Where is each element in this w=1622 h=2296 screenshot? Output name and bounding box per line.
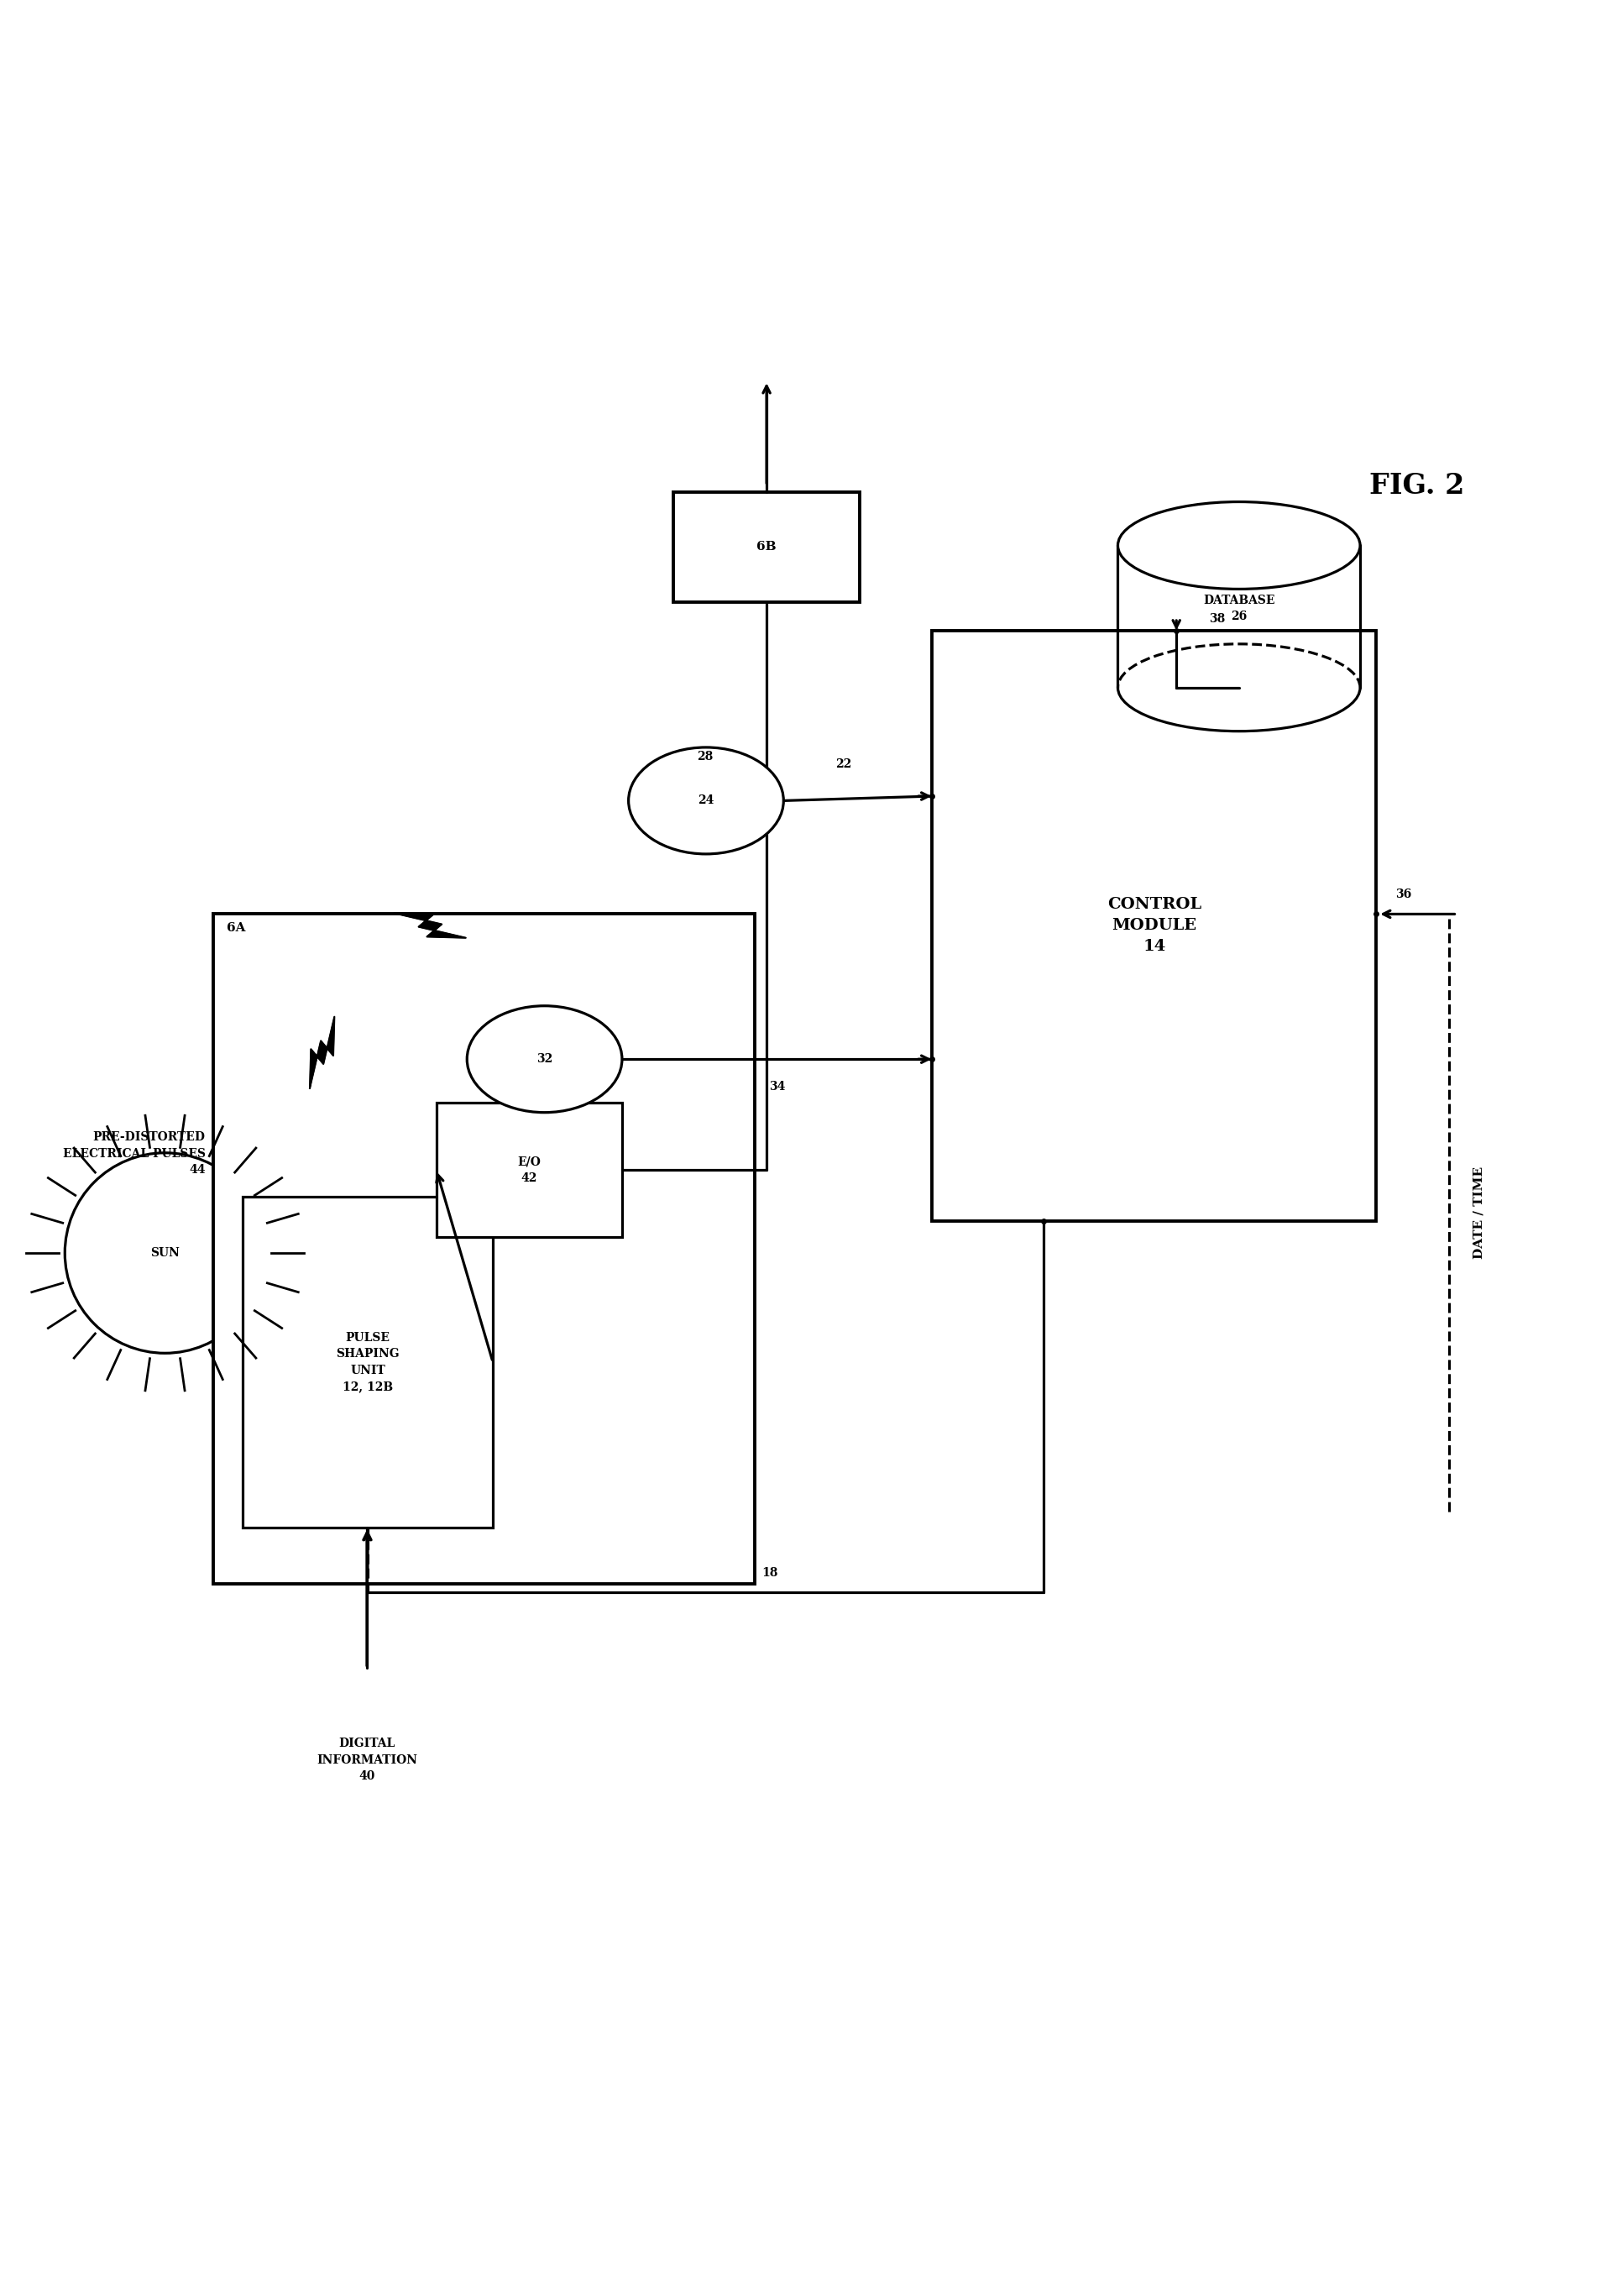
Text: 6B: 6B bbox=[757, 542, 777, 553]
Text: 28: 28 bbox=[697, 751, 714, 762]
Text: 36: 36 bbox=[1395, 889, 1411, 900]
Bar bbox=[933, 631, 1375, 1221]
Text: 24: 24 bbox=[697, 794, 714, 806]
Bar bbox=[673, 491, 860, 602]
Text: CONTROL
MODULE
14: CONTROL MODULE 14 bbox=[1108, 898, 1202, 955]
Text: DATE / TIME: DATE / TIME bbox=[1473, 1166, 1484, 1258]
Bar bbox=[243, 1196, 493, 1527]
Ellipse shape bbox=[1118, 503, 1361, 590]
Polygon shape bbox=[394, 914, 466, 937]
Text: 22: 22 bbox=[835, 758, 852, 769]
Bar bbox=[1118, 546, 1361, 687]
Text: SUN: SUN bbox=[151, 1247, 180, 1258]
Text: PRE-DISTORTED
ELECTRICAL PULSES
44: PRE-DISTORTED ELECTRICAL PULSES 44 bbox=[63, 1132, 206, 1176]
Bar bbox=[436, 1102, 623, 1238]
Text: DATABASE
26: DATABASE 26 bbox=[1204, 595, 1275, 622]
Circle shape bbox=[65, 1153, 264, 1352]
Text: 18: 18 bbox=[762, 1566, 779, 1580]
Ellipse shape bbox=[467, 1006, 623, 1114]
Text: 32: 32 bbox=[537, 1054, 553, 1065]
Text: DIGITAL
INFORMATION
40: DIGITAL INFORMATION 40 bbox=[316, 1738, 417, 1782]
Polygon shape bbox=[310, 1017, 334, 1088]
Text: 34: 34 bbox=[769, 1081, 785, 1093]
Bar bbox=[214, 914, 754, 1584]
Ellipse shape bbox=[628, 748, 783, 854]
Text: 38: 38 bbox=[1208, 613, 1225, 625]
Text: E/O
42: E/O 42 bbox=[517, 1155, 540, 1185]
Text: 6A: 6A bbox=[227, 921, 245, 934]
Text: PULSE
SHAPING
UNIT
12, 12B: PULSE SHAPING UNIT 12, 12B bbox=[336, 1332, 399, 1391]
Text: FIG. 2: FIG. 2 bbox=[1369, 471, 1465, 501]
